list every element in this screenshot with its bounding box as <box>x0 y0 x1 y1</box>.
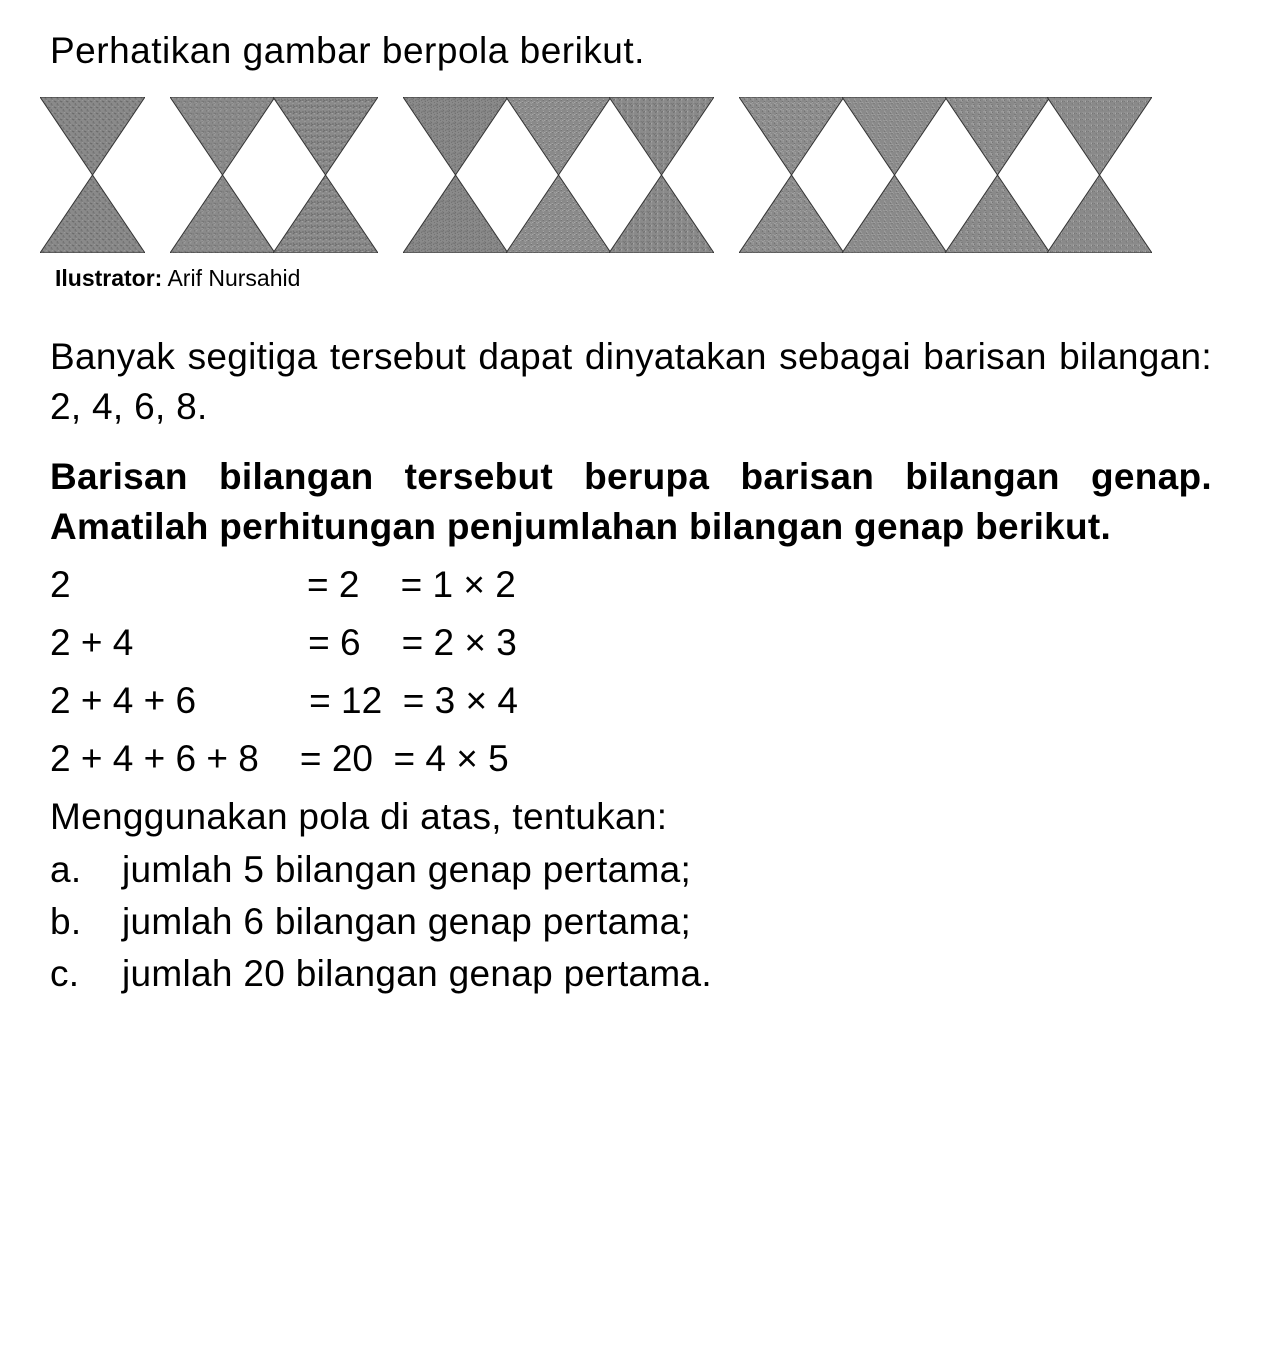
hourglass-icon <box>506 97 611 253</box>
pattern-group <box>739 97 1153 253</box>
question-lead: Menggunakan pola di atas, tentukan: <box>50 792 1212 842</box>
hourglass-icon <box>170 97 275 253</box>
item-letter: b. <box>50 897 122 947</box>
pattern-group <box>403 97 714 253</box>
item-letter: c. <box>50 949 122 999</box>
hourglass-icon <box>842 97 947 253</box>
hourglass-icon <box>1047 97 1152 253</box>
equations-block: 2 = 2 = 1 × 2 2 + 4 = 6 = 2 × 3 2 + 4 + 6 … <box>50 560 1212 784</box>
paragraph-2: Barisan bilangan tersebut berupa barisan… <box>50 452 1212 552</box>
question-items: a.jumlah 5 bilangan genap pertama;b.juml… <box>50 845 1212 999</box>
item-letter: a. <box>50 845 122 895</box>
paragraph-1: Banyak segitiga tersebut dapat dinyataka… <box>50 332 1212 432</box>
equation-line: 2 + 4 + 6 + 8 = 20 = 4 × 5 <box>50 734 1212 784</box>
hourglass-icon <box>273 97 378 253</box>
question-item: b.jumlah 6 bilangan genap pertama; <box>50 897 1212 947</box>
item-text: jumlah 6 bilangan genap pertama; <box>122 897 691 947</box>
hourglass-icon <box>403 97 508 253</box>
equation-line: 2 + 4 + 6 = 12 = 3 × 4 <box>50 676 1212 726</box>
credit-name: Arif Nursahid <box>167 265 300 291</box>
pattern-group <box>170 97 378 253</box>
triangle-pattern <box>40 97 1212 253</box>
intro-text: Perhatikan gambar berpola berikut. <box>50 30 1212 72</box>
hourglass-icon <box>945 97 1050 253</box>
pattern-group <box>40 97 145 253</box>
hourglass-icon <box>609 97 714 253</box>
question-item: a.jumlah 5 bilangan genap pertama; <box>50 845 1212 895</box>
equation-line: 2 + 4 = 6 = 2 × 3 <box>50 618 1212 668</box>
hourglass-icon <box>40 97 145 253</box>
equation-line: 2 = 2 = 1 × 2 <box>50 560 1212 610</box>
credit-label: Ilustrator: <box>55 265 162 291</box>
item-text: jumlah 5 bilangan genap pertama; <box>122 845 691 895</box>
question-item: c.jumlah 20 bilangan genap pertama. <box>50 949 1212 999</box>
illustrator-credit: Ilustrator: Arif Nursahid <box>55 265 1212 292</box>
hourglass-icon <box>739 97 844 253</box>
item-text: jumlah 20 bilangan genap pertama. <box>122 949 712 999</box>
